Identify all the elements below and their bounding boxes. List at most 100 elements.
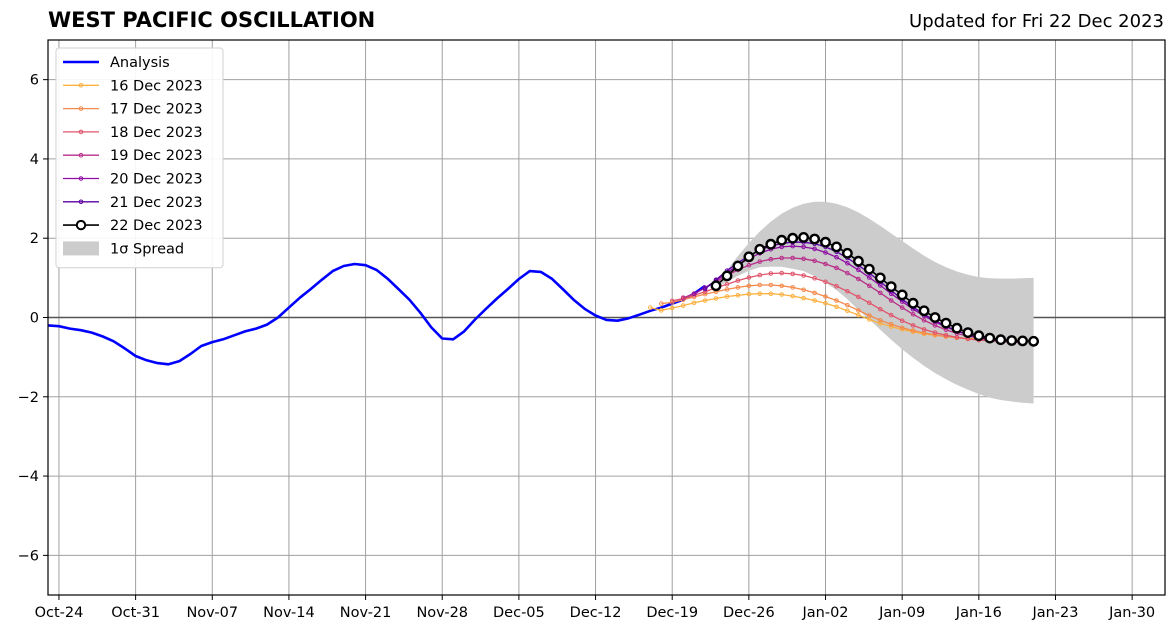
forecast-point <box>1028 335 1040 347</box>
forecast-point <box>713 296 719 301</box>
forecast-point <box>888 312 894 318</box>
forecast-point <box>779 255 785 261</box>
forecast-point <box>735 293 741 298</box>
legend-marker <box>78 152 84 158</box>
forecast-point <box>899 325 905 331</box>
forecast-point <box>765 238 777 250</box>
x-tick-label: Dec-12 <box>570 605 622 621</box>
x-tick-label: Dec-05 <box>493 605 545 621</box>
chart-subtitle: Updated for Fri 22 Dec 2023 <box>909 11 1164 32</box>
forecast-point <box>867 283 872 289</box>
forecast-point <box>648 305 653 310</box>
forecast-point <box>856 267 861 273</box>
forecast-point <box>878 318 883 323</box>
x-tick-label: Oct-31 <box>111 605 160 621</box>
legend-marker <box>78 199 84 205</box>
forecast-point <box>885 281 897 292</box>
forecast-point <box>721 270 733 282</box>
forecast-point <box>724 294 730 299</box>
forecast-point <box>735 278 741 283</box>
forecast-point <box>878 290 883 296</box>
forecast-point <box>973 330 985 342</box>
forecast-point <box>812 290 817 296</box>
forecast-point <box>768 282 774 288</box>
y-tick-label: −4 <box>18 469 39 485</box>
forecast-point <box>823 294 828 299</box>
forecast-point <box>845 260 850 266</box>
forecast-point <box>812 246 817 252</box>
legend-label: Analysis <box>110 55 170 71</box>
forecast-point <box>779 292 785 297</box>
legend-swatch <box>63 241 99 256</box>
forecast-point <box>867 300 872 306</box>
forecast-point <box>874 272 886 284</box>
forecast-point <box>732 260 744 272</box>
forecast-point <box>910 323 916 328</box>
legend-label: 22 Dec 2023 <box>110 218 203 234</box>
x-tick-label: Nov-28 <box>416 605 468 621</box>
data-layer <box>48 201 1040 404</box>
legend-label: 16 Dec 2023 <box>110 78 203 94</box>
y-tick-label: −2 <box>18 390 39 406</box>
forecast-point <box>834 283 839 289</box>
x-tick-label: Oct-24 <box>35 605 84 621</box>
forecast-point <box>659 308 664 313</box>
x-tick-label: Nov-07 <box>186 605 238 621</box>
forecast-point <box>812 276 817 281</box>
forecast-point <box>856 312 861 318</box>
forecast-point <box>845 302 850 308</box>
forecast-point <box>823 300 828 306</box>
y-tick-label: 0 <box>30 311 39 327</box>
forecast-point <box>888 298 894 303</box>
forecast-point <box>757 272 763 278</box>
forecast-point <box>863 263 875 275</box>
x-tick-label: Nov-14 <box>263 605 315 621</box>
forecast-point <box>896 289 908 301</box>
forecast-point <box>746 262 752 268</box>
forecast-point <box>921 318 927 323</box>
forecast-point <box>801 287 806 293</box>
forecast-point <box>812 298 817 303</box>
x-tick-label: Jan-02 <box>801 605 848 621</box>
forecast-point <box>754 243 766 255</box>
forecast-point <box>809 233 820 245</box>
forecast-point <box>867 275 872 280</box>
forecast-point <box>907 297 919 309</box>
x-tick-label: Jan-09 <box>878 605 925 621</box>
legend-label: 20 Dec 2023 <box>110 172 203 188</box>
x-tick-label: Jan-23 <box>1031 605 1078 621</box>
forecast-point <box>691 291 697 297</box>
legend-label: 17 Dec 2023 <box>110 102 203 118</box>
forecast-point <box>779 270 785 276</box>
forecast-point <box>943 333 949 338</box>
forecast-point <box>691 300 697 306</box>
y-tick-label: 4 <box>30 152 39 168</box>
forecast-point <box>779 283 785 289</box>
forecast-point <box>951 322 963 334</box>
forecast-point <box>702 298 708 303</box>
forecast-point <box>834 298 839 303</box>
forecast-point <box>757 259 763 264</box>
forecast-point <box>910 328 916 333</box>
legend-label: 21 Dec 2023 <box>110 195 203 211</box>
forecast-point <box>669 305 675 311</box>
forecast-point <box>888 321 894 327</box>
forecast-point <box>768 256 774 262</box>
forecast-point <box>831 241 842 253</box>
forecast-point <box>856 276 861 282</box>
forecast-point <box>702 286 708 292</box>
forecast-point <box>812 258 817 264</box>
forecast-point <box>790 285 796 290</box>
forecast-point <box>746 291 752 297</box>
forecast-point <box>768 271 774 276</box>
forecast-point <box>995 334 1007 346</box>
forecast-point <box>757 291 763 297</box>
chart-title: WEST PACIFIC OSCILLATION <box>48 8 376 32</box>
forecast-point <box>899 318 905 324</box>
forecast-point <box>932 330 938 335</box>
forecast-point <box>910 312 916 317</box>
forecast-point <box>724 287 730 292</box>
forecast-point <box>962 327 974 338</box>
forecast-point <box>845 308 850 314</box>
